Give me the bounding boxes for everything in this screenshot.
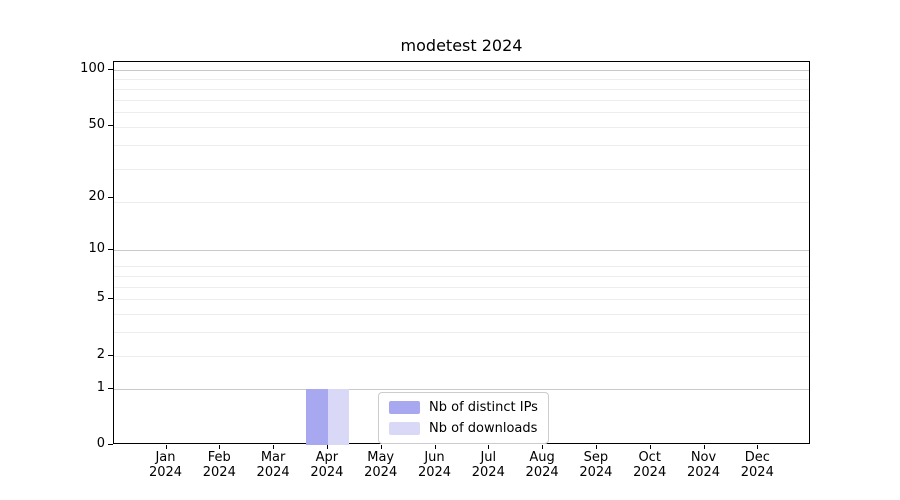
legend: Nb of distinct IPs Nb of downloads (378, 392, 549, 444)
x-tick-label: Apr 2024 (295, 450, 359, 480)
x-tick-month: Sep (583, 450, 609, 465)
x-tick-label: Nov 2024 (672, 450, 736, 480)
gridline-minor (114, 145, 809, 147)
x-tick-month: Feb (207, 450, 231, 465)
chart-title: modetest 2024 (400, 36, 523, 55)
x-tick-mark (542, 445, 543, 449)
bar-nb-of-distinct-ips-apr-2024 (306, 388, 328, 445)
y-tick-label: 0 (96, 436, 105, 451)
x-tick-year: 2024 (525, 465, 559, 480)
gridline-minor (114, 355, 809, 357)
gridline-minor (114, 79, 809, 81)
gridline-minor (114, 299, 809, 301)
x-tick-year: 2024 (202, 465, 236, 480)
x-tick-month: Jul (480, 450, 497, 465)
x-tick-year: 2024 (686, 465, 721, 480)
legend-swatch-nb-of-distinct-ips (389, 401, 420, 414)
x-tick-mark (273, 445, 274, 449)
gridline-minor (114, 168, 809, 170)
x-tick-year: 2024 (417, 465, 452, 480)
gridline-major (114, 250, 809, 252)
x-tick-mark (488, 445, 489, 449)
x-tick-mark (596, 445, 597, 449)
x-tick-label: Feb 2024 (187, 450, 251, 480)
x-tick-year: 2024 (740, 465, 774, 480)
x-tick-month: Oct (638, 450, 661, 465)
x-tick-month: Apr (315, 450, 339, 465)
y-tick-mark (108, 298, 113, 299)
gridline-minor (114, 332, 809, 334)
y-tick-label: 100 (80, 61, 105, 76)
x-tick-label: Oct 2024 (618, 450, 682, 480)
y-tick-label: 20 (88, 188, 105, 204)
x-tick-label: Jan 2024 (134, 450, 198, 480)
gridline-minor (114, 201, 809, 203)
x-tick-year: 2024 (256, 465, 290, 480)
x-tick-label: Dec 2024 (725, 450, 789, 480)
x-tick-year: 2024 (364, 465, 398, 480)
gridline-minor (114, 112, 809, 114)
x-tick-mark (327, 445, 328, 449)
gridline-minor (114, 276, 809, 278)
x-tick-month: Nov (690, 450, 717, 465)
gridline-minor (114, 99, 809, 101)
y-tick-label: 2 (96, 346, 105, 362)
x-tick-mark (757, 445, 758, 449)
bar-nb-of-downloads-apr-2024 (327, 388, 350, 445)
gridline-major (114, 388, 809, 390)
x-tick-month: Mar (260, 450, 286, 465)
gridline-minor (114, 88, 809, 90)
legend-swatch-nb-of-downloads (389, 422, 420, 435)
x-tick-month: May (367, 450, 395, 465)
plot-area (113, 61, 810, 445)
y-tick-mark (108, 125, 113, 126)
y-tick-label: 10 (88, 241, 105, 257)
x-tick-mark (166, 445, 167, 449)
x-tick-label: Jul 2024 (456, 450, 520, 480)
x-tick-label: May 2024 (349, 450, 413, 480)
x-tick-label: Jun 2024 (403, 450, 467, 480)
y-tick-label: 1 (96, 379, 105, 395)
x-tick-label: Sep 2024 (564, 450, 628, 480)
x-tick-mark (704, 445, 705, 449)
x-tick-year: 2024 (148, 465, 183, 480)
y-tick-label: 50 (88, 116, 105, 132)
x-tick-year: 2024 (310, 465, 344, 480)
legend-row-nb-of-distinct-ips: Nb of distinct IPs (389, 399, 538, 416)
x-tick-month: Jan (155, 450, 176, 465)
y-tick-mark (108, 355, 113, 356)
x-tick-label: Aug 2024 (510, 450, 574, 480)
x-tick-year: 2024 (579, 465, 613, 480)
y-tick-mark (108, 69, 113, 70)
y-tick-label: 5 (96, 290, 105, 306)
gridline-minor (114, 314, 809, 316)
x-tick-year: 2024 (471, 465, 505, 480)
y-tick-mark (108, 249, 113, 250)
y-tick-mark (108, 388, 113, 389)
x-tick-label: Mar 2024 (241, 450, 305, 480)
legend-row-nb-of-downloads: Nb of downloads (389, 420, 538, 437)
y-tick-mark (108, 444, 113, 445)
gridline-minor (114, 127, 809, 129)
x-tick-month: Dec (744, 450, 770, 465)
legend-label: Nb of distinct IPs (429, 400, 538, 415)
x-tick-month: Aug (529, 450, 555, 465)
x-tick-month: Jun (424, 450, 445, 465)
gridline-major (114, 70, 809, 71)
gridline-minor (114, 266, 809, 268)
gridline-minor (114, 286, 809, 288)
y-tick-mark (108, 197, 113, 198)
x-tick-mark (381, 445, 382, 449)
x-tick-mark (650, 445, 651, 449)
x-tick-year: 2024 (633, 465, 667, 480)
x-tick-mark (435, 445, 436, 449)
x-tick-mark (219, 445, 220, 449)
legend-label: Nb of downloads (429, 421, 538, 436)
